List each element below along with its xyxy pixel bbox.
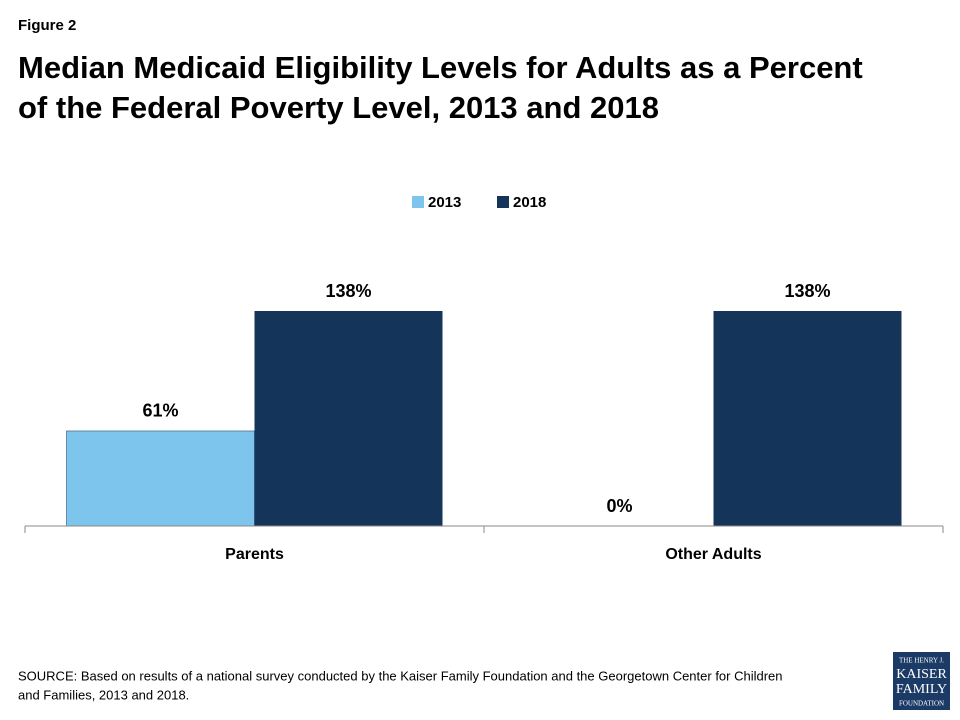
chart-title: of the Federal Poverty Level, 2013 and 2… xyxy=(18,90,659,125)
x-tick-label: Parents xyxy=(225,546,284,563)
bar xyxy=(66,430,255,527)
legend-label: 2013 xyxy=(428,194,461,211)
legend-swatch xyxy=(412,196,424,208)
logo-text: FAMILY xyxy=(896,682,947,697)
logo-text: KAISER xyxy=(896,667,947,682)
logo xyxy=(893,652,950,710)
bar xyxy=(713,311,902,526)
legend-label: 2018 xyxy=(513,194,546,211)
figure-label: Figure 2 xyxy=(18,17,76,34)
data-label: 0% xyxy=(606,496,632,516)
data-label: 138% xyxy=(325,281,371,301)
source-note: SOURCE: Based on results of a national s… xyxy=(18,668,783,683)
data-label: 138% xyxy=(784,281,830,301)
logo-text: FOUNDATION xyxy=(899,700,944,708)
data-label: 61% xyxy=(142,401,178,421)
x-tick-label: Other Adults xyxy=(665,546,761,563)
logo-text: THE HENRY J. xyxy=(899,657,944,665)
legend-swatch xyxy=(497,196,509,208)
bar xyxy=(254,311,443,526)
source-note: and Families, 2013 and 2018. xyxy=(18,687,189,702)
chart-title: Median Medicaid Eligibility Levels for A… xyxy=(18,50,863,85)
